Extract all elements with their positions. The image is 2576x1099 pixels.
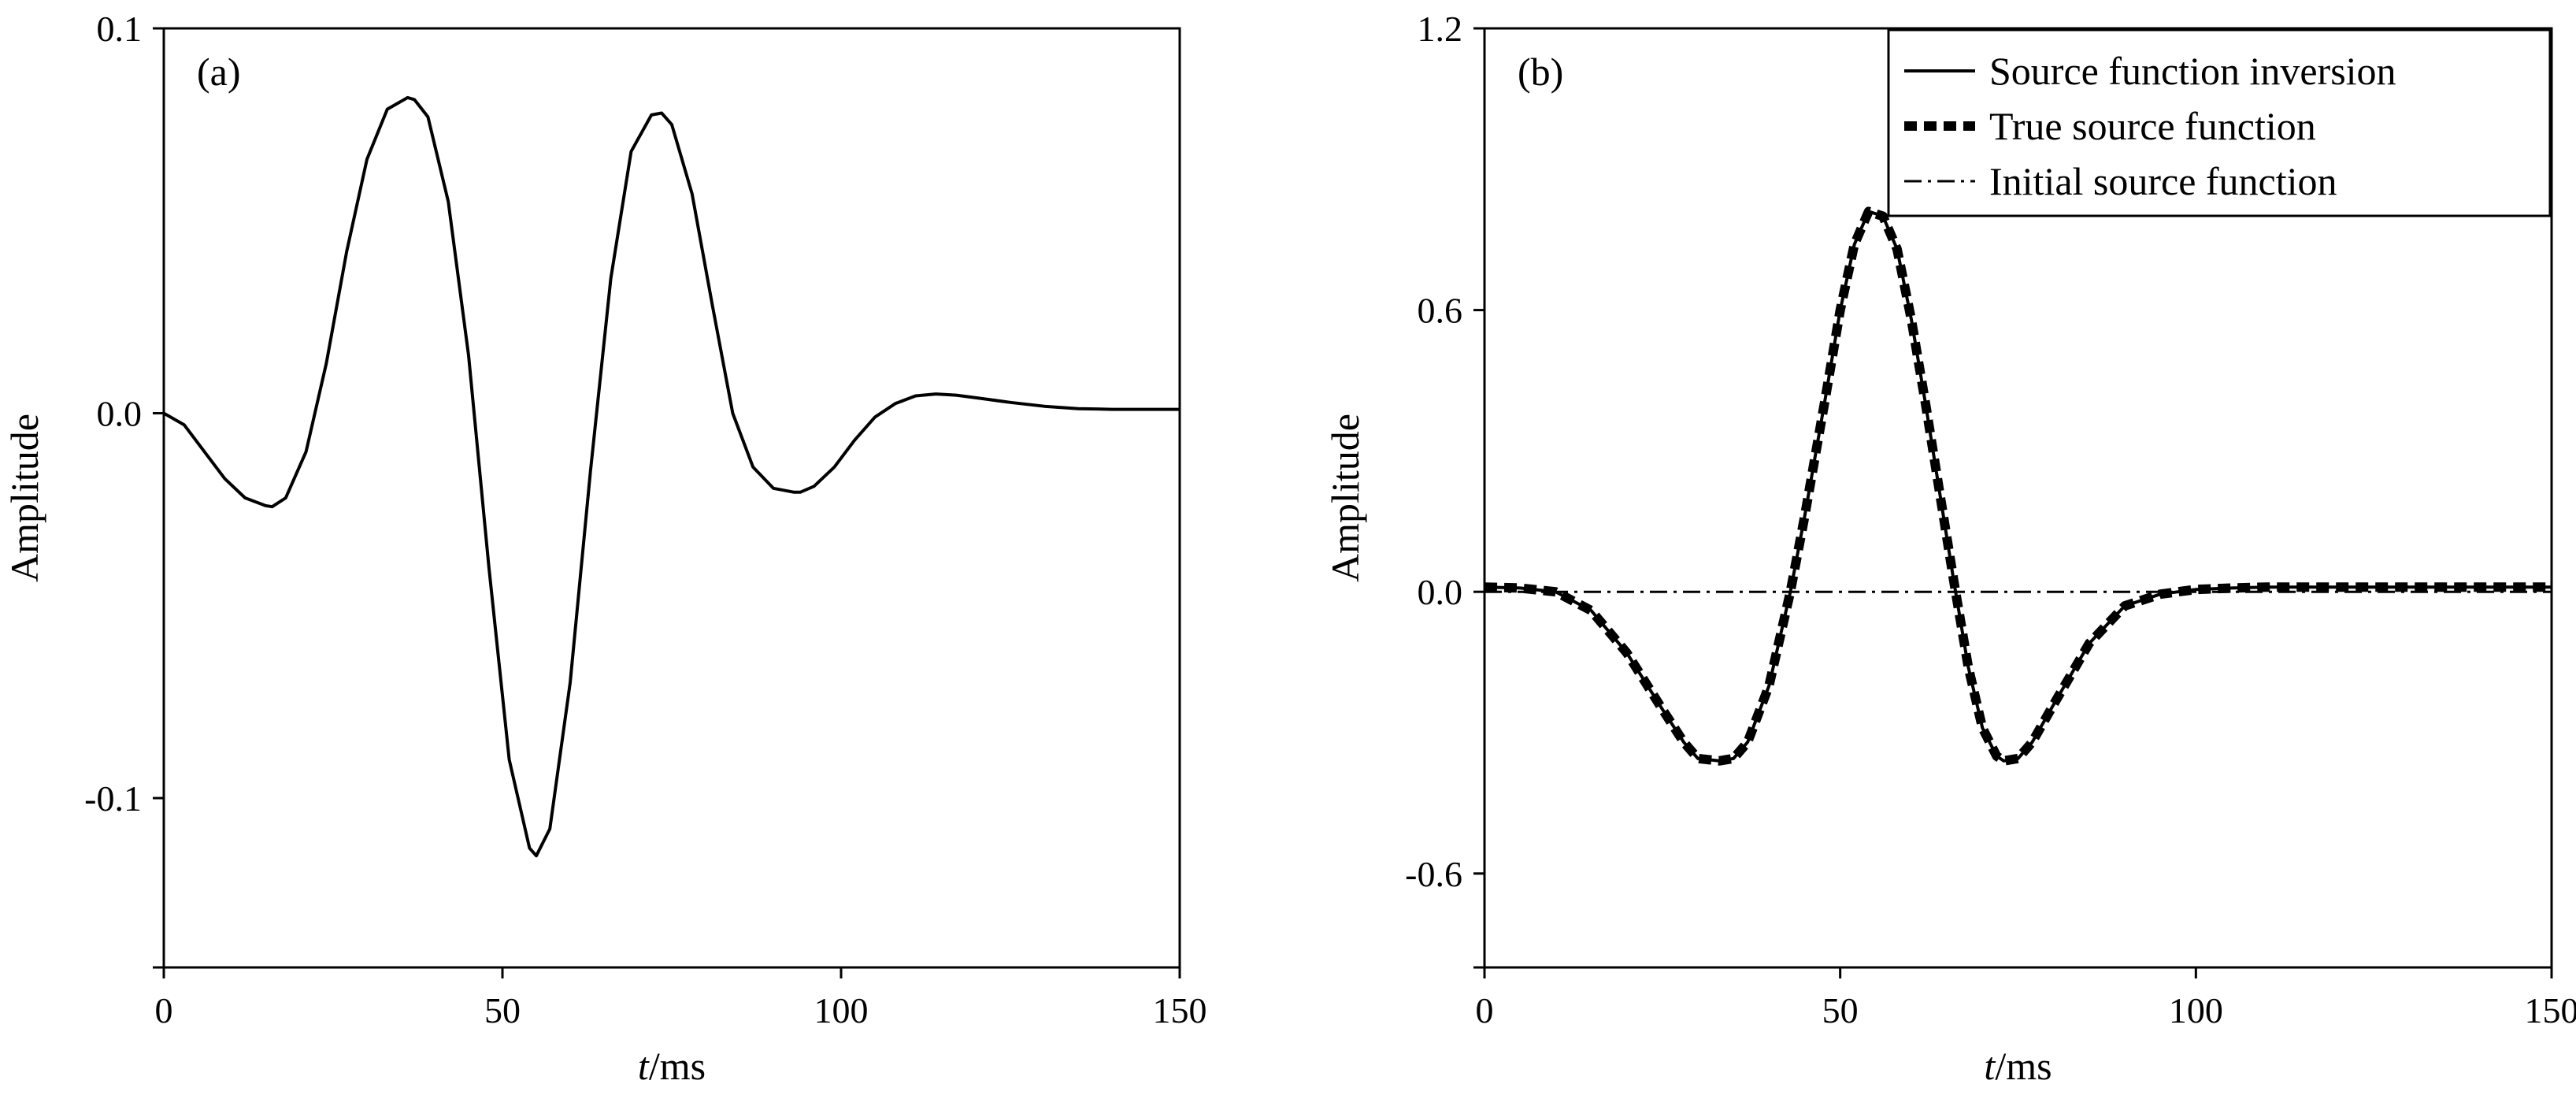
legend-box xyxy=(1887,28,2552,217)
legend-label: Source function inversion xyxy=(1989,49,2396,93)
y-tick-label: -0.1 xyxy=(84,778,142,819)
x-tick-label: 0 xyxy=(1476,990,1494,1030)
x-tick-label: 50 xyxy=(484,990,521,1030)
series-line-source-function-inversion xyxy=(1484,210,2552,763)
y-tick-label: 0.6 xyxy=(1418,291,1463,331)
y-tick-label: 0.1 xyxy=(97,9,143,49)
panel-label: (a) xyxy=(197,50,241,94)
x-tick-label: 50 xyxy=(1822,990,1859,1030)
y-axis-title: Amplitude xyxy=(1323,414,1367,582)
x-tick-label: 0 xyxy=(155,990,173,1030)
series-line xyxy=(163,95,1180,858)
x-axis-title: t/ms xyxy=(638,1044,706,1088)
y-tick-label: 0.0 xyxy=(1418,572,1463,612)
panel-label: (b) xyxy=(1518,50,1563,94)
plot-frame xyxy=(162,27,1181,969)
y-tick-label: 0.0 xyxy=(97,394,143,434)
legend-label: True source function xyxy=(1989,104,2316,148)
plot-frame xyxy=(1483,27,2553,969)
y-tick-label: 1.2 xyxy=(1418,9,1463,49)
x-tick-label: 100 xyxy=(814,990,869,1030)
y-tick-label: -0.6 xyxy=(1405,854,1462,894)
x-tick-label: 100 xyxy=(2169,990,2223,1030)
x-tick-label: 150 xyxy=(2525,990,2576,1030)
legend-label: Initial source function xyxy=(1989,159,2337,203)
panel-a: 0 50 100 150 0.1 0.0 -0.1 t/ms Amplitude (a) xyxy=(2,9,1207,1088)
y-axis-title: Amplitude xyxy=(2,414,46,582)
panel-b: 0 50 100 150 1.2 0.6 0.0 -0.6 t/ms Amplitude (b) So… xyxy=(1323,9,2576,1088)
x-axis-title: t/ms xyxy=(1984,1044,2052,1088)
x-tick-label: 150 xyxy=(1153,990,1207,1030)
